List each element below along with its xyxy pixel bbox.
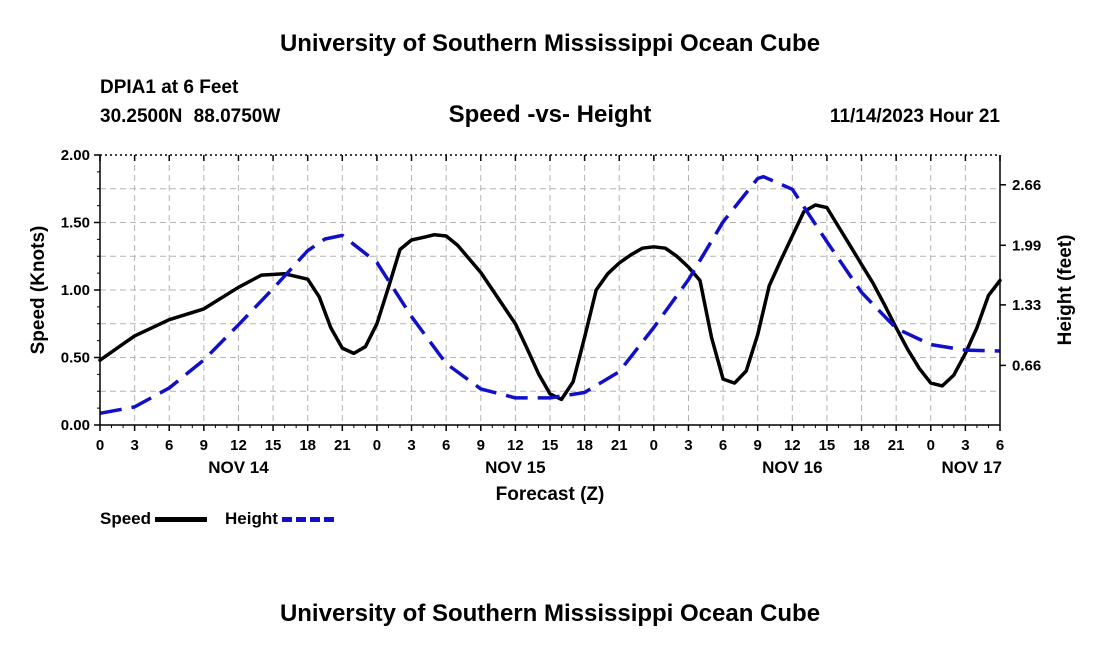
x-tick-label: 0 (373, 437, 381, 454)
footer-title: University of Southern Mississippi Ocean… (279, 600, 821, 627)
day-label: NOV 15 (485, 458, 545, 477)
y2-tick-label: 0.66 (1012, 357, 1041, 374)
chart-subtitle: Speed -vs- Height (448, 101, 652, 128)
y-tick-label: 2.00 (61, 147, 90, 164)
legend-height-swatch (281, 516, 334, 522)
x-tick-label: 21 (334, 437, 351, 454)
grid-layer (100, 155, 1000, 425)
x-tick-label: 0 (96, 437, 104, 454)
x-tick-label: 15 (265, 437, 282, 454)
x-tick-label: 9 (754, 437, 762, 454)
x-tick-label: 6 (719, 437, 727, 454)
chart-legend: Speed Height (100, 509, 352, 529)
y2-tick-label: 1.33 (1012, 297, 1041, 314)
x-tick-label: 12 (507, 437, 524, 454)
y2-tick-label: 2.66 (1012, 177, 1041, 194)
x-tick-label: 12 (784, 437, 801, 454)
day-label: NOV 16 (762, 458, 822, 477)
x-tick-label: 21 (611, 437, 628, 454)
legend-speed-swatch (155, 516, 208, 522)
x-tick-label: 3 (407, 437, 415, 454)
y-tick-label: 0.00 (61, 417, 90, 434)
y2-axis-label: Height (feet) (1055, 235, 1076, 346)
x-tick-label: 6 (996, 437, 1004, 454)
x-tick-label: 3 (961, 437, 969, 454)
series-line-height (99, 174, 1001, 416)
day-label: NOV 14 (208, 458, 269, 477)
tick-layer: 0 3 6 9 12 15 18 21 0 3 6 9 12 15 18 21 0 3 6 9 12 15 18 21 0 3 6 N… (61, 147, 1041, 477)
y-tick-label: 0.50 (61, 350, 90, 367)
x-tick-label: 0 (927, 437, 935, 454)
chart-main-title: University of Southern Mississippi Ocean… (279, 30, 821, 57)
x-axis-label: Forecast (Z) (496, 484, 605, 505)
legend-item-height: Height (225, 509, 334, 529)
legend-height-label: Height (225, 509, 278, 528)
x-tick-label: 21 (888, 437, 905, 454)
y-tick-label: 1.00 (61, 282, 90, 299)
x-tick-label: 9 (200, 437, 208, 454)
y-axis-label: Speed (Knots) (28, 226, 49, 355)
x-tick-label: 18 (576, 437, 593, 454)
x-tick-label: 9 (477, 437, 485, 454)
lat-lon-label: 30.2500N 88.0750W (100, 106, 281, 127)
station-label: DPIA1 at 6 Feet (100, 77, 239, 98)
x-tick-label: 18 (299, 437, 316, 454)
x-tick-label: 3 (130, 437, 138, 454)
x-tick-label: 18 (853, 437, 870, 454)
x-tick-label: 6 (165, 437, 173, 454)
series-layer (98, 174, 1002, 416)
series-line-speed (98, 203, 1002, 402)
x-tick-label: 3 (684, 437, 692, 454)
x-tick-label: 15 (542, 437, 559, 454)
x-tick-label: 0 (650, 437, 658, 454)
x-tick-label: 12 (230, 437, 247, 454)
y-tick-label: 1.50 (61, 215, 90, 232)
x-tick-label: 15 (819, 437, 836, 454)
legend-item-speed: Speed (100, 509, 208, 529)
y2-tick-label: 1.99 (1012, 237, 1041, 254)
day-label: NOV 17 (942, 458, 1002, 477)
x-tick-label: 6 (442, 437, 450, 454)
timestamp-label: 11/14/2023 Hour 21 (829, 106, 1000, 127)
legend-speed-label: Speed (100, 509, 152, 528)
